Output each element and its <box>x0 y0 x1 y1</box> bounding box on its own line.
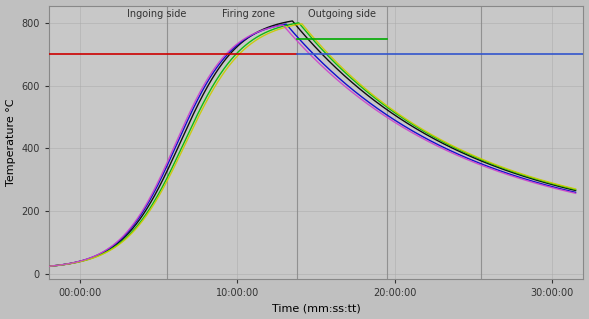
Text: Outgoing side: Outgoing side <box>308 9 376 19</box>
X-axis label: Time (mm:ss:tt): Time (mm:ss:tt) <box>272 303 360 314</box>
Text: Firing zone: Firing zone <box>221 9 274 19</box>
Y-axis label: Temperature °C: Temperature °C <box>5 99 15 186</box>
Text: Ingoing side: Ingoing side <box>127 9 187 19</box>
